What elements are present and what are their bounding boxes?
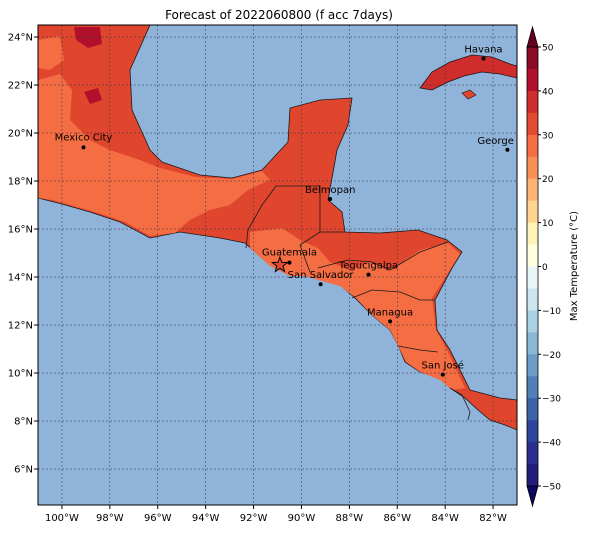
colorbar-extend-min (526, 485, 539, 508)
colorbar-tick-label: 40 (542, 87, 554, 97)
map-panel[interactable]: Havana Mexico City George Town Belmopan Guat… (38, 25, 542, 505)
colorbar-band (527, 288, 538, 311)
city-dot (440, 372, 445, 377)
star-marker (270, 255, 289, 273)
colorbar-band (527, 222, 538, 245)
y-tick-label: 10°N (8, 369, 33, 380)
land-cuba (419, 54, 517, 91)
colorbar-tick-label: 20 (542, 175, 554, 185)
x-tick-label: 82°W (479, 513, 507, 524)
x-tick-label: 98°W (96, 513, 124, 524)
colorbar-tick-label: 10 (542, 219, 554, 229)
y-tick-label: 6°N (14, 465, 33, 476)
colorbar-tick-label: −30 (542, 395, 561, 405)
warm-zone-central (250, 228, 465, 390)
colorbar-band (527, 47, 538, 70)
colorbar-band (527, 244, 538, 267)
city-label: Tegucigalpa (338, 261, 398, 272)
x-tick-label: 94°W (192, 513, 220, 524)
city-dot (505, 147, 510, 152)
colorbar-band (527, 420, 538, 443)
colorbar-label: Max Temperature (°C) (569, 211, 580, 321)
colorbar-band (527, 354, 538, 377)
colorbar-band (527, 112, 538, 136)
hot-spot-north (74, 27, 102, 48)
y-tick-label: 18°N (8, 177, 33, 188)
colorbar-tick-label: −10 (542, 307, 561, 317)
colorbar-tick-label: −50 (542, 483, 561, 493)
city-dot (366, 272, 371, 277)
colorbar-tick-label: 0 (542, 263, 548, 273)
colorbar-band (527, 398, 538, 421)
country-borders (245, 185, 471, 421)
city-dot (388, 319, 393, 324)
y-tick-label: 24°N (8, 33, 33, 44)
colorbar-band (527, 266, 538, 289)
x-tick-label: 88°W (336, 513, 364, 524)
colorbar-band (527, 200, 538, 223)
city-label: Managua (367, 307, 413, 318)
colorbar: 50 40 30 20 10 0 −10 −20 −30 −40 −50 (526, 25, 561, 508)
colorbar-band (527, 376, 538, 399)
x-axis: 100°W 98°W 96°W 94°W 92°W 90°W 88°W 86°W 84°W 82°… (45, 505, 507, 524)
city-label: George Town (477, 136, 542, 147)
x-tick-label: 100°W (45, 513, 79, 524)
y-tick-label: 8°N (14, 417, 33, 428)
colorbar-band (527, 442, 538, 465)
y-tick-label: 14°N (8, 273, 33, 284)
city-label: San José (422, 360, 464, 372)
city-markers: Havana Mexico City George Town Belmopan Guat… (55, 45, 542, 377)
y-tick-label: 16°N (8, 225, 33, 236)
graticule (38, 25, 517, 505)
map-title: Forecast of 2022060800 (f acc 7days) (165, 8, 393, 22)
hot-spot-mid (84, 88, 102, 104)
x-tick-label: 96°W (144, 513, 172, 524)
city-label: Belmopan (305, 185, 355, 196)
x-tick-label: 84°W (431, 513, 459, 524)
colorbar-tick-label: 50 (542, 44, 554, 54)
land-isla-juventud (461, 89, 477, 100)
city-label: Havana (464, 45, 502, 56)
colorbar-band (527, 310, 538, 333)
warm-zone-coast (38, 36, 64, 70)
x-tick-label: 90°W (288, 513, 316, 524)
colorbar-tick-label: −20 (542, 351, 561, 361)
colorbar-tick-label: −40 (542, 439, 561, 449)
colorbar-tick-label: 30 (542, 131, 554, 141)
city-dot (328, 197, 333, 201)
colorbar-band (527, 134, 538, 158)
x-tick-label: 86°W (383, 513, 411, 524)
city-dot (287, 260, 292, 265)
colorbar-band (527, 332, 538, 355)
city-label: San Salvador (288, 270, 355, 281)
y-tick-label: 20°N (8, 129, 33, 140)
colorbar-band (527, 90, 538, 114)
y-axis: 6°N 8°N 10°N 12°N 14°N 16°N 18°N 20°N 22°N 24°N (8, 33, 38, 476)
y-tick-label: 12°N (8, 321, 33, 332)
colorbar-band (527, 178, 538, 201)
city-label: Mexico City (55, 132, 113, 143)
colorbar-band (527, 156, 538, 179)
warm-zone-west (38, 74, 270, 236)
city-dot (481, 56, 486, 61)
colorbar-extend-max (526, 25, 539, 48)
city-label: Guatemala (262, 248, 317, 259)
city-dot (318, 282, 323, 287)
colorbar-band (527, 464, 538, 487)
map-frame (37, 24, 518, 506)
city-dot (81, 145, 86, 150)
colorbar-band (527, 68, 538, 92)
x-tick-label: 92°W (240, 513, 268, 524)
y-tick-label: 22°N (8, 81, 33, 92)
